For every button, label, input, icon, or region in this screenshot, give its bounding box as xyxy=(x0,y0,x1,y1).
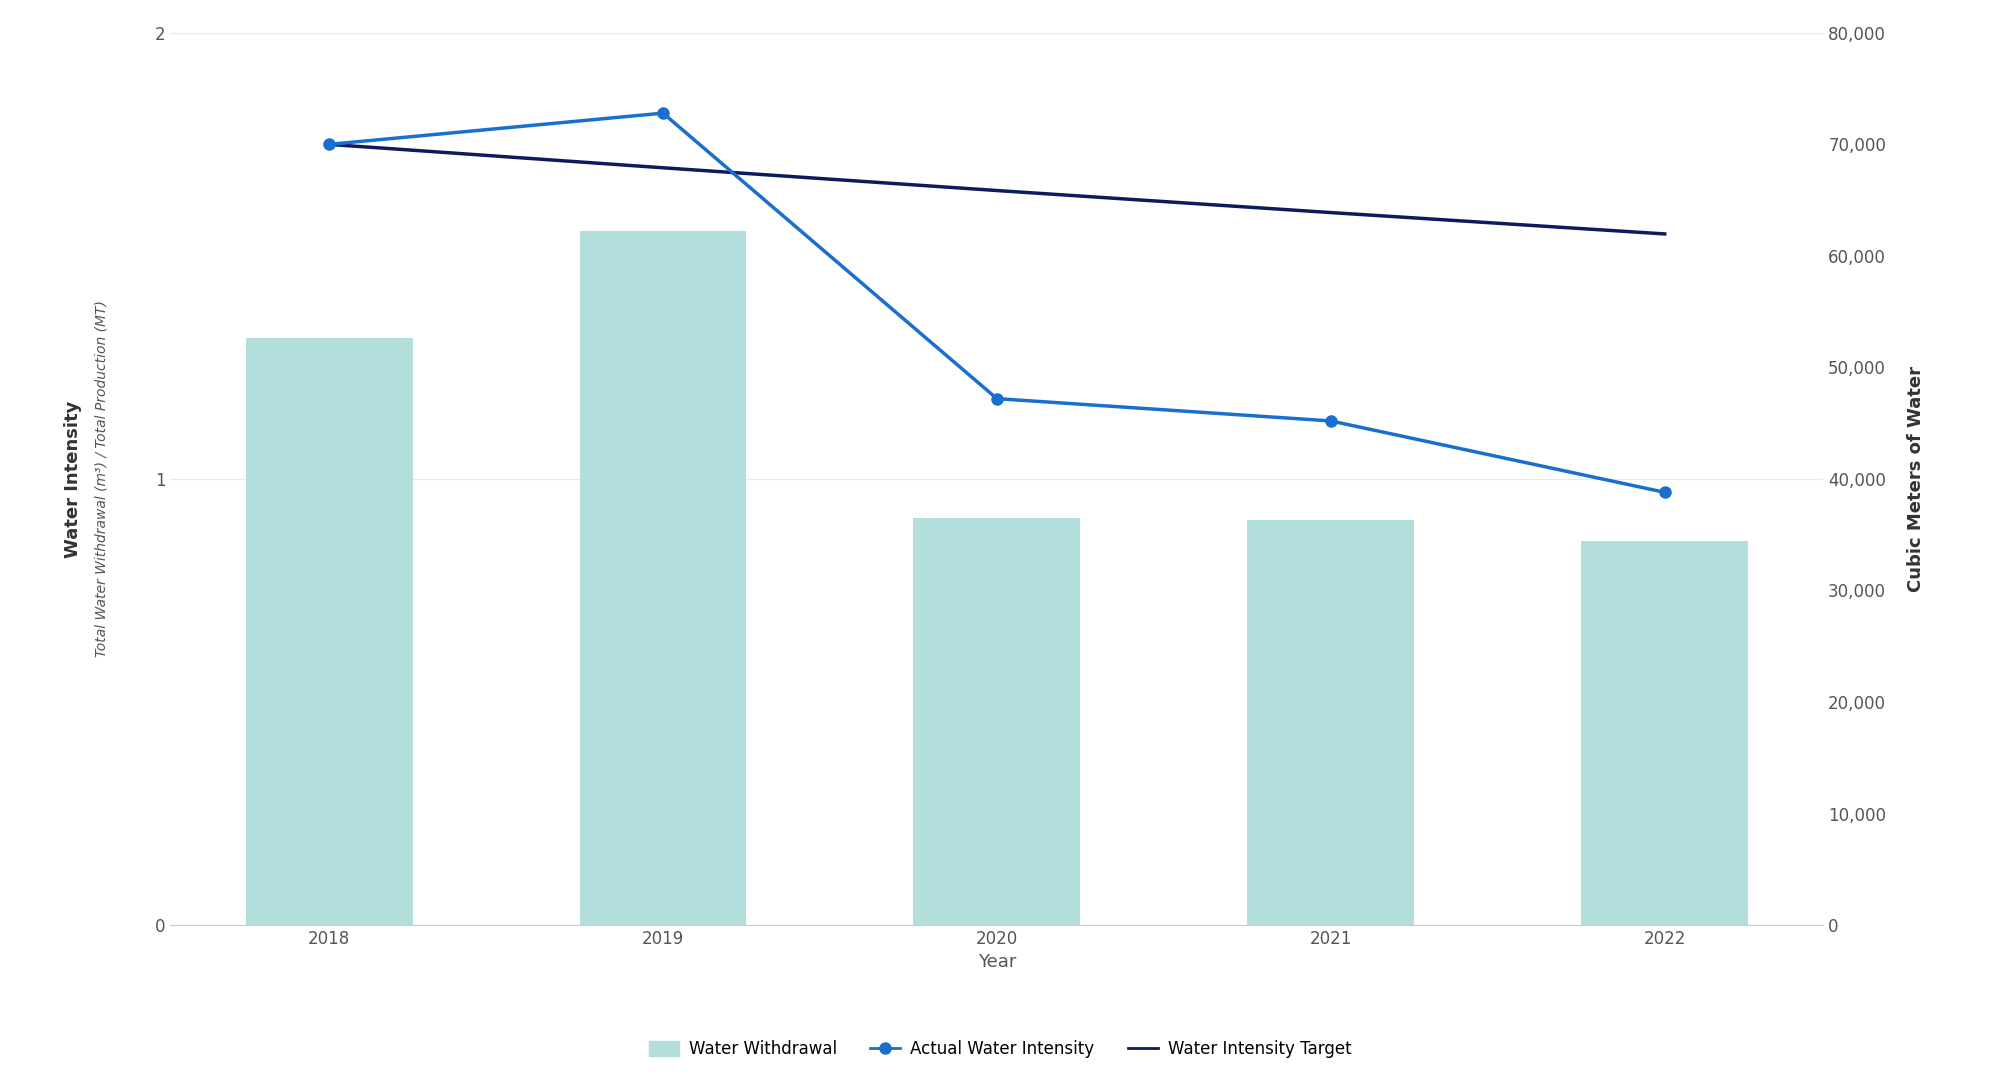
Bar xyxy=(580,231,746,925)
Text: Total Water Withdrawal (m³) / Total Production (MT): Total Water Withdrawal (m³) / Total Prod… xyxy=(94,300,108,657)
Bar xyxy=(914,518,1080,925)
Legend: Water Withdrawal, Actual Water Intensity, Water Intensity Target: Water Withdrawal, Actual Water Intensity… xyxy=(642,1033,1358,1064)
X-axis label: Year: Year xyxy=(978,954,1016,971)
Bar xyxy=(246,338,412,925)
Bar xyxy=(1248,520,1414,925)
Bar xyxy=(1582,541,1748,925)
Text: Water Intensity: Water Intensity xyxy=(64,400,82,557)
Y-axis label: Cubic Meters of Water: Cubic Meters of Water xyxy=(1908,366,1924,592)
